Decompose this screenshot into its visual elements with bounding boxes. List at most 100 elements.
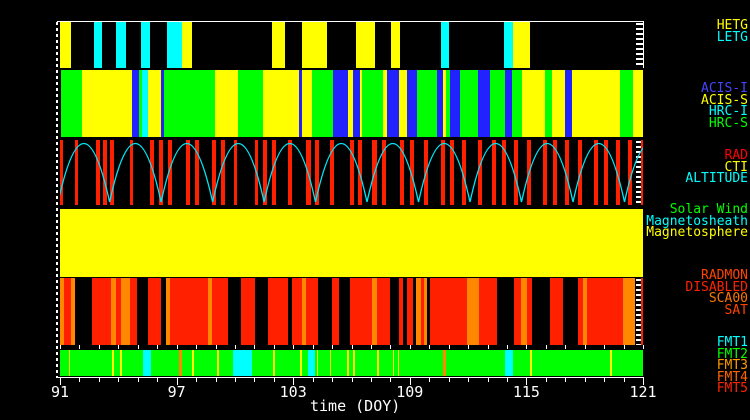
- segment: [60, 209, 643, 277]
- segment: [390, 22, 400, 68]
- segment: [360, 70, 362, 137]
- x-major-tick: [176, 378, 178, 385]
- segment: [398, 278, 403, 345]
- day-tick: [351, 345, 353, 349]
- x-minor-tick: [448, 378, 450, 382]
- legend-label-fmt2: FMT2: [716, 346, 748, 362]
- segment: [505, 350, 513, 376]
- label-group-radiation-altitude: RAD CTI ALTITUDE: [685, 148, 748, 186]
- segment: [306, 278, 318, 345]
- segment: [521, 70, 545, 137]
- segment: [416, 278, 422, 345]
- segment: [161, 70, 164, 137]
- segment: [490, 70, 506, 137]
- legend-label-letg: LETG: [716, 29, 748, 45]
- segment: [377, 278, 390, 345]
- segment: [594, 140, 599, 205]
- segment: [437, 70, 443, 137]
- segment: [308, 350, 315, 376]
- segment: [565, 70, 573, 137]
- x-tick-label-97: 97: [167, 383, 186, 401]
- day-tick: [448, 345, 450, 349]
- segment: [552, 70, 566, 137]
- x-minor-tick: [254, 378, 256, 382]
- legend-label-altitude: ALTITUDE: [685, 171, 748, 186]
- segment: [430, 278, 467, 345]
- segment: [263, 70, 300, 137]
- segment: [441, 140, 445, 205]
- day-tick: [623, 345, 625, 349]
- legend-label-sat: SAT: [724, 302, 748, 318]
- segment: [299, 70, 302, 137]
- label-group-instruments: ACIS-I ACIS-S HRC-I HRC-S: [701, 82, 748, 131]
- segment: [182, 22, 192, 68]
- segment: [94, 22, 102, 68]
- segment: [641, 140, 643, 205]
- right-axis-dashes: [636, 279, 643, 345]
- segment: [462, 140, 466, 205]
- day-tick: [545, 345, 547, 349]
- segment: [316, 350, 319, 376]
- segment: [450, 140, 454, 205]
- segment: [417, 70, 437, 137]
- x-minor-tick: [507, 378, 508, 382]
- segment: [208, 278, 212, 345]
- segment: [583, 278, 588, 345]
- day-tick: [157, 345, 159, 349]
- segment: [75, 140, 79, 205]
- band-telemetry-format: [60, 350, 643, 376]
- x-minor-tick: [273, 378, 275, 382]
- segment: [195, 140, 199, 205]
- segment: [130, 140, 134, 205]
- right-axis-dashes: [636, 141, 643, 205]
- left-axis-dashes: [56, 22, 58, 378]
- segment: [168, 140, 172, 205]
- segment: [121, 278, 130, 345]
- segment: [397, 350, 400, 376]
- legend-label-acis-s: ACIS-S: [701, 92, 748, 108]
- segment: [443, 70, 446, 137]
- segment: [132, 70, 140, 137]
- plot-top-border: [57, 21, 644, 22]
- label-group-telemetry-format: FMT1 FMT2 FMT3 FMT4 FMT5: [716, 336, 748, 394]
- x-tick-label-103: 103: [279, 383, 307, 401]
- segment: [315, 140, 320, 205]
- segment: [60, 22, 72, 68]
- segment: [443, 350, 446, 376]
- day-tick: [196, 345, 197, 349]
- segment: [459, 70, 478, 137]
- x-minor-tick: [351, 378, 353, 382]
- segment: [466, 278, 479, 345]
- segment: [492, 140, 497, 205]
- segment: [392, 350, 395, 376]
- legend-label-rad: RAD: [724, 148, 748, 163]
- segment: [301, 70, 312, 137]
- label-group-gratings: HETG LETG: [716, 19, 748, 45]
- segment: [407, 278, 414, 345]
- segment: [514, 140, 519, 205]
- segment: [116, 22, 127, 68]
- day-tick: [273, 345, 275, 349]
- day-tick: [468, 345, 470, 349]
- day-tick: [332, 345, 334, 349]
- segment: [441, 22, 450, 68]
- day-tick: [643, 345, 644, 349]
- day-tick: [98, 345, 100, 349]
- segment: [329, 350, 332, 376]
- x-minor-tick: [390, 378, 392, 382]
- legend-label-hrc-s: HRC-S: [708, 115, 748, 131]
- segment: [192, 350, 194, 376]
- segment: [353, 70, 361, 137]
- segment: [349, 140, 354, 205]
- segment: [96, 140, 101, 205]
- x-tick-label-121: 121: [629, 383, 657, 401]
- segment: [545, 70, 553, 137]
- segment: [102, 140, 107, 205]
- segment: [521, 278, 527, 345]
- segment: [272, 140, 277, 205]
- x-minor-tick: [157, 378, 159, 382]
- segment: [377, 350, 379, 376]
- segment: [148, 278, 161, 345]
- x-tick-label-91: 91: [50, 383, 70, 401]
